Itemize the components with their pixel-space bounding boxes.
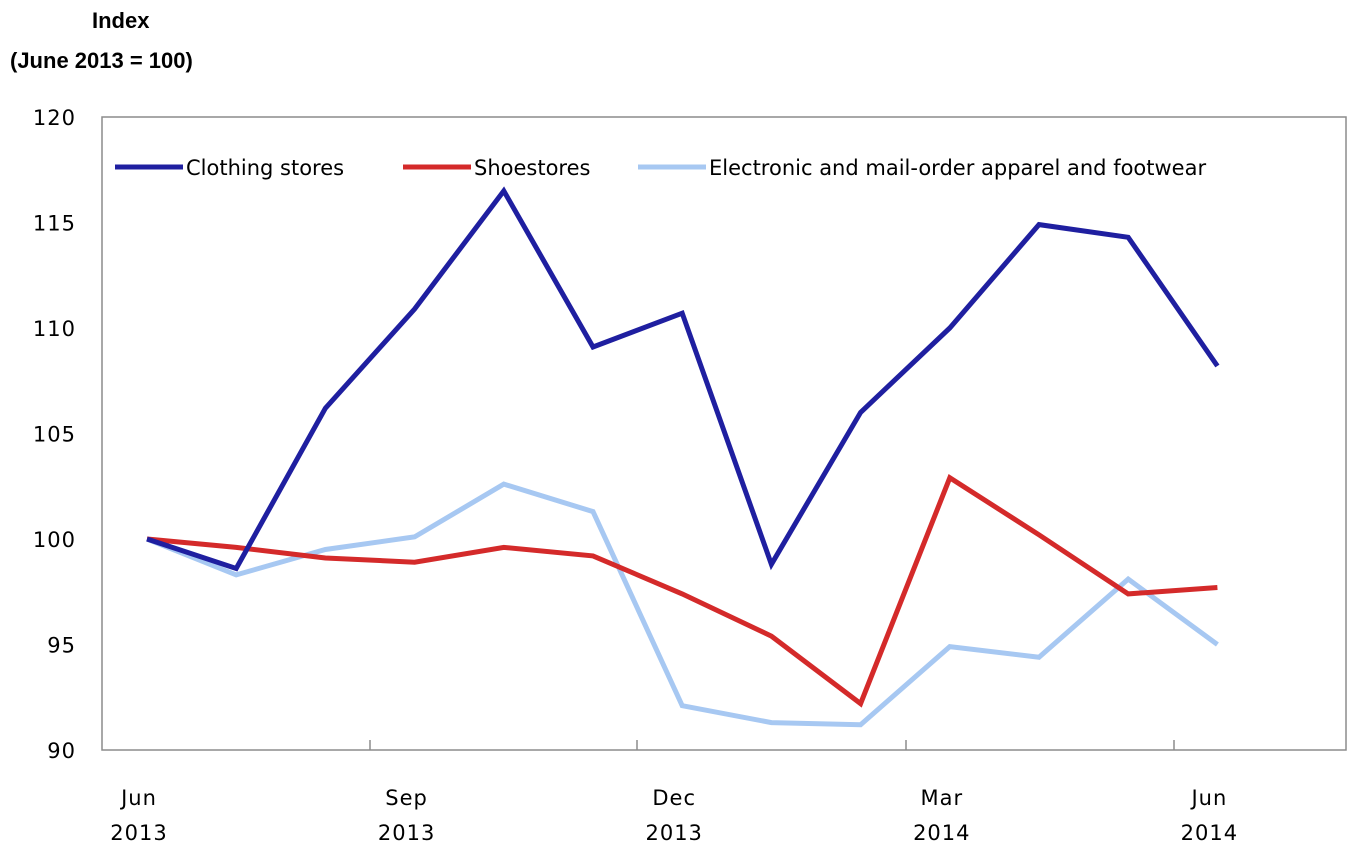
y-tick-label: 115 (33, 212, 76, 236)
series-line-2 (146, 474, 1218, 708)
x-tick-label-month: Jun (1189, 786, 1227, 810)
x-tick-label-year: 2014 (1181, 821, 1238, 845)
legend-label: Clothing stores (186, 156, 344, 180)
plot-frame (101, 116, 1347, 751)
y-tick-label: 110 (33, 317, 76, 341)
x-tick-label-month: Dec (652, 786, 696, 810)
x-tick-label-month: Mar (920, 786, 963, 810)
x-tick-label-year: 2013 (645, 821, 702, 845)
series-layer (146, 186, 1220, 728)
y-axis-label-line1: Index (92, 8, 150, 33)
y-axis-label-line2: (June 2013 = 100) (10, 48, 193, 73)
x-tick-label-year: 2013 (110, 821, 167, 845)
series-line-1 (146, 186, 1220, 572)
series-line-3 (146, 481, 1219, 728)
x-tick-label-month: Jun (119, 786, 157, 810)
y-tick-label: 120 (33, 106, 76, 130)
x-tick-label-year: 2013 (378, 821, 435, 845)
x-tick-label-month: Sep (385, 786, 428, 810)
y-tick-label: 100 (33, 528, 76, 552)
axes: 90 95 100 105 110 115 120 Jun 2013 Sep 2013 Dec 2013… (33, 106, 1347, 845)
y-tick-label: 95 (47, 634, 76, 658)
legend: Clothing stores Shoestores Electronic and … (115, 156, 1206, 180)
x-tick-label-year: 2014 (913, 821, 970, 845)
y-tick-label: 90 (47, 739, 76, 763)
y-tick-label: 105 (33, 423, 76, 447)
legend-label: Shoestores (474, 156, 590, 180)
legend-label: Electronic and mail-order apparel and fo… (709, 156, 1206, 180)
